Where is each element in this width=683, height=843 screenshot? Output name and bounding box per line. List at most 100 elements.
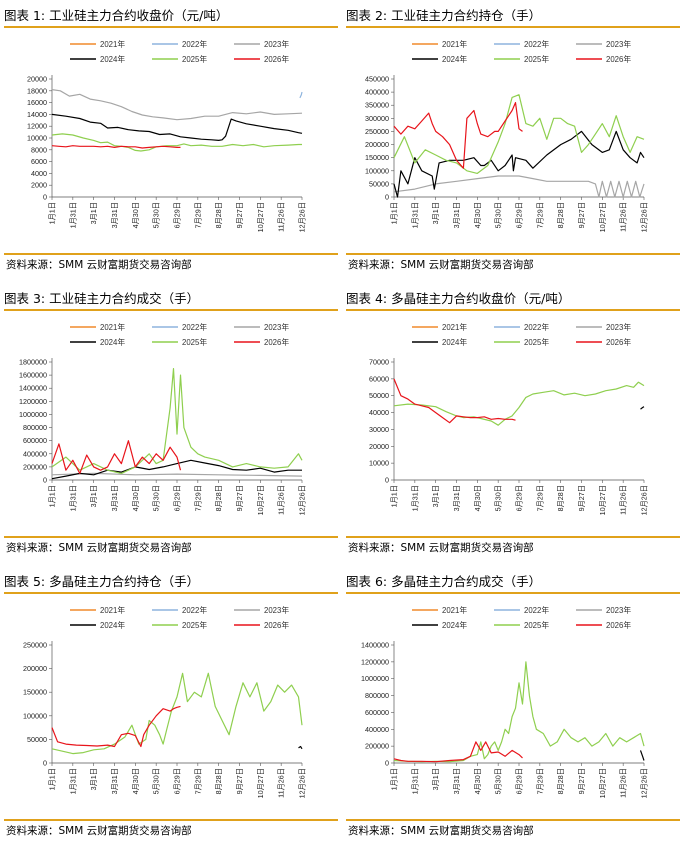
x-tick-label: 8月28日 xyxy=(556,202,565,228)
chart-panel-3: 图表 3: 工业硅主力合约成交（手） 2021年 2022年 2023年 2024年 2… xyxy=(4,288,338,560)
x-tick-label: 4月30日 xyxy=(131,202,140,228)
x-tick-label: 6月29日 xyxy=(173,202,182,228)
y-tick-label: 200000 xyxy=(365,742,389,751)
x-tick-label: 5月30日 xyxy=(152,768,161,794)
y-tick-label: 200000 xyxy=(365,140,389,149)
y-tick-label: 0 xyxy=(43,476,47,485)
title-divider xyxy=(4,309,338,311)
x-tick-label: 1月31日 xyxy=(410,768,419,794)
x-tick-label: 1月1日 xyxy=(48,768,57,790)
x-tick-label: 8月28日 xyxy=(214,768,223,794)
x-tick-label: 12月26日 xyxy=(298,485,307,515)
source-prefix: 资料来源： xyxy=(348,825,401,837)
chart-svg: 2021年 2022年 2023年 2024年 2025年 2026年 0 200000 400… xyxy=(19,322,307,515)
chart-title: 图表 4: 多晶硅主力合约收盘价（元/吨） xyxy=(346,291,571,306)
legend-label: 2026年 xyxy=(606,620,631,630)
x-tick-label: 7月29日 xyxy=(535,202,544,228)
x-tick-label: 9月27日 xyxy=(577,768,586,794)
x-tick-label: 7月29日 xyxy=(193,202,202,228)
y-tick-label: 10000 xyxy=(27,134,47,143)
x-tick-label: 10月27日 xyxy=(598,485,607,515)
series-line xyxy=(51,368,303,474)
source-divider xyxy=(4,536,338,538)
x-tick-label: 6月29日 xyxy=(515,485,524,511)
legend-label: 2023年 xyxy=(264,322,289,332)
y-tick-label: 1000000 xyxy=(19,410,47,419)
series-line xyxy=(393,381,645,426)
y-tick-label: 16000 xyxy=(27,98,47,107)
chart-title: 图表 2: 工业硅主力合约持仓（手） xyxy=(346,8,542,23)
x-tick-label: 3月1日 xyxy=(431,202,440,224)
x-tick-label: 8月28日 xyxy=(556,768,565,794)
y-tick-label: 600000 xyxy=(365,708,389,717)
x-tick-label: 5月30日 xyxy=(152,202,161,228)
y-tick-label: 70000 xyxy=(369,358,389,367)
x-tick-label: 3月1日 xyxy=(89,768,98,790)
title-divider xyxy=(4,26,338,28)
series-line xyxy=(51,672,303,755)
x-tick-label: 3月1日 xyxy=(89,202,98,224)
x-tick-label: 7月29日 xyxy=(535,485,544,511)
series-line xyxy=(639,750,645,761)
series-line xyxy=(640,406,645,410)
y-tick-label: 150000 xyxy=(365,153,389,162)
x-tick-label: 10月27日 xyxy=(256,485,265,515)
source-prefix: 资料来源： xyxy=(348,542,401,554)
source-text: SMM 云财富期货交易咨询部 xyxy=(400,542,534,554)
series-line xyxy=(393,378,516,424)
y-tick-label: 1800000 xyxy=(19,358,47,367)
series-line xyxy=(298,745,303,750)
legend-label: 2026年 xyxy=(606,54,631,64)
y-tick-label: 20000 xyxy=(369,442,389,451)
x-tick-label: 11月26日 xyxy=(619,485,628,515)
y-tick-label: 350000 xyxy=(365,101,389,110)
x-tick-label: 1月31日 xyxy=(410,202,419,228)
chart-panel-5: 图表 5: 多晶硅主力合约持仓（手） 2021年 2022年 2023年 2024年 2… xyxy=(4,571,338,843)
y-tick-label: 30000 xyxy=(369,425,389,434)
y-tick-label: 50000 xyxy=(27,735,47,744)
y-tick-label: 100000 xyxy=(365,166,389,175)
x-tick-label: 4月30日 xyxy=(473,202,482,228)
chart-title: 图表 6: 多晶硅主力合约成交（手） xyxy=(346,574,542,589)
chart-panel-2: 图表 2: 工业硅主力合约持仓（手） 2021年 2022年 2023年 2024年 2… xyxy=(346,5,680,277)
y-tick-label: 0 xyxy=(385,759,389,768)
legend-label: 2023年 xyxy=(606,605,631,615)
y-tick-label: 14000 xyxy=(27,110,47,119)
legend-label: 2024年 xyxy=(442,620,467,630)
chart-title: 图表 5: 多晶硅主力合约持仓（手） xyxy=(4,574,200,589)
series-line xyxy=(393,741,523,763)
x-tick-label: 10月27日 xyxy=(256,768,265,798)
x-tick-label: 1月1日 xyxy=(390,768,399,790)
x-tick-label: 5月30日 xyxy=(494,202,503,228)
source-divider xyxy=(346,819,680,821)
legend-label: 2025年 xyxy=(182,620,207,630)
series-line xyxy=(51,133,302,152)
legend-label: 2021年 xyxy=(442,39,467,49)
y-tick-label: 2000 xyxy=(31,181,47,190)
x-tick-label: 11月26日 xyxy=(619,768,628,798)
y-tick-label: 1200000 xyxy=(19,397,47,406)
legend-label: 2026年 xyxy=(264,54,289,64)
x-tick-label: 1月1日 xyxy=(390,202,399,224)
y-tick-label: 200000 xyxy=(23,664,47,673)
y-tick-label: 100000 xyxy=(23,711,47,720)
x-tick-label: 9月27日 xyxy=(235,485,244,511)
source-prefix: 资料来源： xyxy=(6,259,59,271)
y-tick-label: 1400000 xyxy=(361,641,389,650)
chart-svg: 2021年 2022年 2023年 2024年 2025年 2026年 0 50000 1000… xyxy=(365,39,648,232)
y-tick-label: 400000 xyxy=(23,449,47,458)
x-tick-label: 3月1日 xyxy=(89,485,98,507)
y-tick-label: 4000 xyxy=(31,169,47,178)
x-tick-label: 11月26日 xyxy=(277,485,286,515)
x-tick-label: 12月26日 xyxy=(298,768,307,798)
chart-svg: 2021年 2022年 2023年 2024年 2025年 2026年 0 2000 4000 6… xyxy=(27,39,307,232)
series-line xyxy=(299,91,303,99)
y-tick-label: 10000 xyxy=(369,459,389,468)
y-tick-label: 12000 xyxy=(27,122,47,131)
y-tick-label: 400000 xyxy=(365,88,389,97)
y-tick-label: 50000 xyxy=(369,179,389,188)
y-tick-label: 150000 xyxy=(23,688,47,697)
y-tick-label: 600000 xyxy=(23,436,47,445)
series-line xyxy=(393,661,645,763)
series-line xyxy=(393,130,645,198)
